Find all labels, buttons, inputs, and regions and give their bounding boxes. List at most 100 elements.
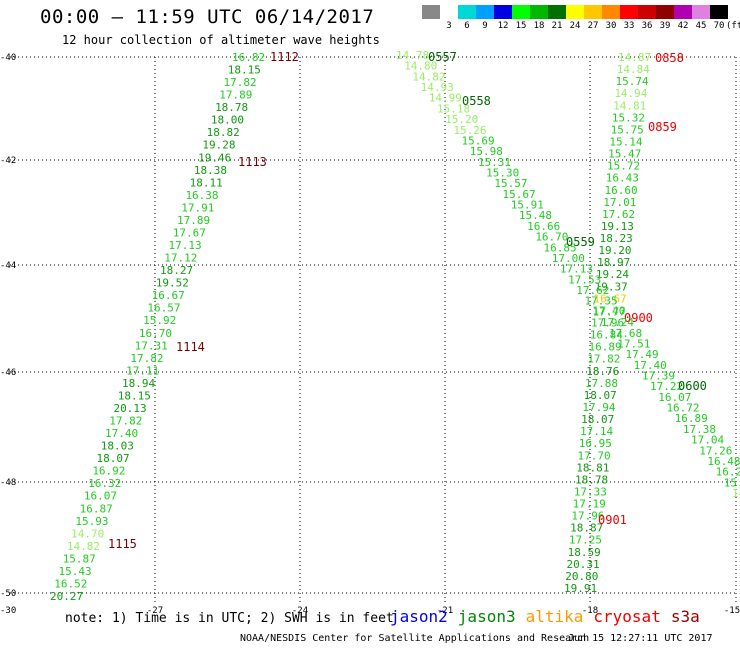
time-marker: 0559 <box>566 235 595 249</box>
swh-value: 20.13 <box>113 402 146 415</box>
swh-value: 18.11 <box>190 176 223 189</box>
swh-value: 17.77 <box>593 305 626 318</box>
swh-value: 14.93 <box>421 81 454 94</box>
swh-value: 18.00 <box>211 114 244 127</box>
latitude-label: -40 <box>0 53 16 63</box>
swh-value: 18.76 <box>586 365 619 378</box>
swh-value: 15.14 <box>609 135 642 148</box>
swh-value: 16.72 <box>666 402 699 415</box>
swh-value: 15.98 <box>470 145 503 158</box>
time-marker: 0901 <box>598 513 627 527</box>
swh-value: 17.68 <box>609 327 642 340</box>
color-swatch <box>476 5 494 19</box>
swh-value: 17.40 <box>105 427 138 440</box>
color-scale-label: 70 <box>713 21 725 31</box>
swh-value: 15.69 <box>462 134 495 147</box>
swh-value: 17.40 <box>634 359 667 372</box>
color-scale-label: 21 <box>551 21 563 31</box>
swh-value: 16.52 <box>54 577 87 590</box>
swh-value: 17.04 <box>691 434 724 447</box>
swh-value: 15.31 <box>478 156 511 169</box>
swh-value: 18.97 <box>597 256 630 269</box>
latitude-label: -48 <box>0 478 16 488</box>
color-swatch <box>620 5 638 19</box>
swh-value: 15.26 <box>453 124 486 137</box>
swh-value: 20.31 <box>566 558 599 571</box>
swh-value: 19.52 <box>156 277 189 290</box>
swh-value: 17.11 <box>126 364 159 377</box>
swh-value: 17.00 <box>552 252 585 265</box>
time-marker: 0557 <box>428 50 457 64</box>
swh-value: 17.26 <box>699 444 732 457</box>
color-swatch <box>566 5 584 19</box>
swh-value: 15.20 <box>445 113 478 126</box>
time-marker: 1114 <box>176 340 205 354</box>
swh-value: 18.23 <box>600 232 633 245</box>
swh-value: 16.32 <box>88 477 121 490</box>
swh-value: 18.07 <box>97 452 130 465</box>
swh-value: 19.37 <box>595 280 628 293</box>
swh-value: 18.82 <box>207 126 240 139</box>
color-scale-label: 9 <box>482 21 488 31</box>
swh-value: 17.40 <box>592 304 625 317</box>
satellite-legend-item: s3a <box>670 607 700 626</box>
swh-value: 16.87 <box>80 502 113 515</box>
swh-value: 17.31 <box>135 339 168 352</box>
swh-value: 18.15 <box>118 389 151 402</box>
swh-value: 19.24 <box>596 268 629 281</box>
longitude-label: -15 <box>724 606 740 616</box>
swh-value: 17.88 <box>585 377 618 390</box>
color-scale-label: 3 <box>446 21 452 31</box>
swh-value: 16.82 <box>232 51 265 64</box>
swh-value: 17.35 <box>584 295 617 308</box>
time-marker: 1112 <box>270 50 299 64</box>
time-marker: 0900 <box>624 311 653 325</box>
swh-value: 15.92 <box>143 314 176 327</box>
swh-value: 15.72 <box>607 160 640 173</box>
swh-value: 16.85 <box>544 241 577 254</box>
satellite-legend-item: jason2 <box>390 607 448 626</box>
swh-value: 14.91 <box>732 487 740 500</box>
swh-value: 14.99 <box>429 92 462 105</box>
swh-value: 17.12 <box>164 252 197 265</box>
swh-value: 18.15 <box>228 64 261 77</box>
longitude-label: -18 <box>582 606 598 616</box>
color-swatch <box>440 5 458 19</box>
swh-value: 15.43 <box>58 565 91 578</box>
color-scale-label: 18 <box>533 21 545 31</box>
color-swatch <box>530 5 548 19</box>
swh-value: 15.75 <box>611 123 644 136</box>
color-swatch <box>602 5 620 19</box>
swh-value: 17.24 <box>601 316 634 329</box>
color-scale-label: 33 <box>623 21 635 31</box>
swh-value: 17.13 <box>560 263 593 276</box>
footer-note: note: 1) Time is in UTC; 2) SWH is in fe… <box>65 611 394 626</box>
swh-value: 17.25 <box>569 534 602 547</box>
swh-value: 19.46 <box>198 151 231 164</box>
swh-value: 15.93 <box>75 515 108 528</box>
swh-value: 14.70 <box>71 527 104 540</box>
swh-value: 15.48 <box>519 209 552 222</box>
time-marker: 0858 <box>655 51 684 65</box>
color-swatch <box>638 5 656 19</box>
swh-value: 17.39 <box>642 369 675 382</box>
color-swatch <box>494 5 512 19</box>
swh-value: 18.27 <box>160 264 193 277</box>
swh-value: 17.89 <box>177 214 210 227</box>
swh-value: 16.92 <box>92 465 125 478</box>
color-swatch <box>548 5 566 19</box>
swh-value: 17.33 <box>574 485 607 498</box>
swh-value: 16.25 <box>716 466 740 479</box>
swh-value: 19.28 <box>202 139 235 152</box>
swh-value: 14.80 <box>404 60 437 73</box>
time-marker: 0859 <box>648 120 677 134</box>
latitude-label: -46 <box>0 368 16 378</box>
time-marker: 1113 <box>238 155 267 169</box>
color-swatch <box>710 5 728 19</box>
swh-value: 16.89 <box>675 412 708 425</box>
longitude-label: -24 <box>292 606 308 616</box>
swh-value: 17.38 <box>683 423 716 436</box>
color-swatch <box>584 5 602 19</box>
color-scale-label: 12 <box>497 21 509 31</box>
